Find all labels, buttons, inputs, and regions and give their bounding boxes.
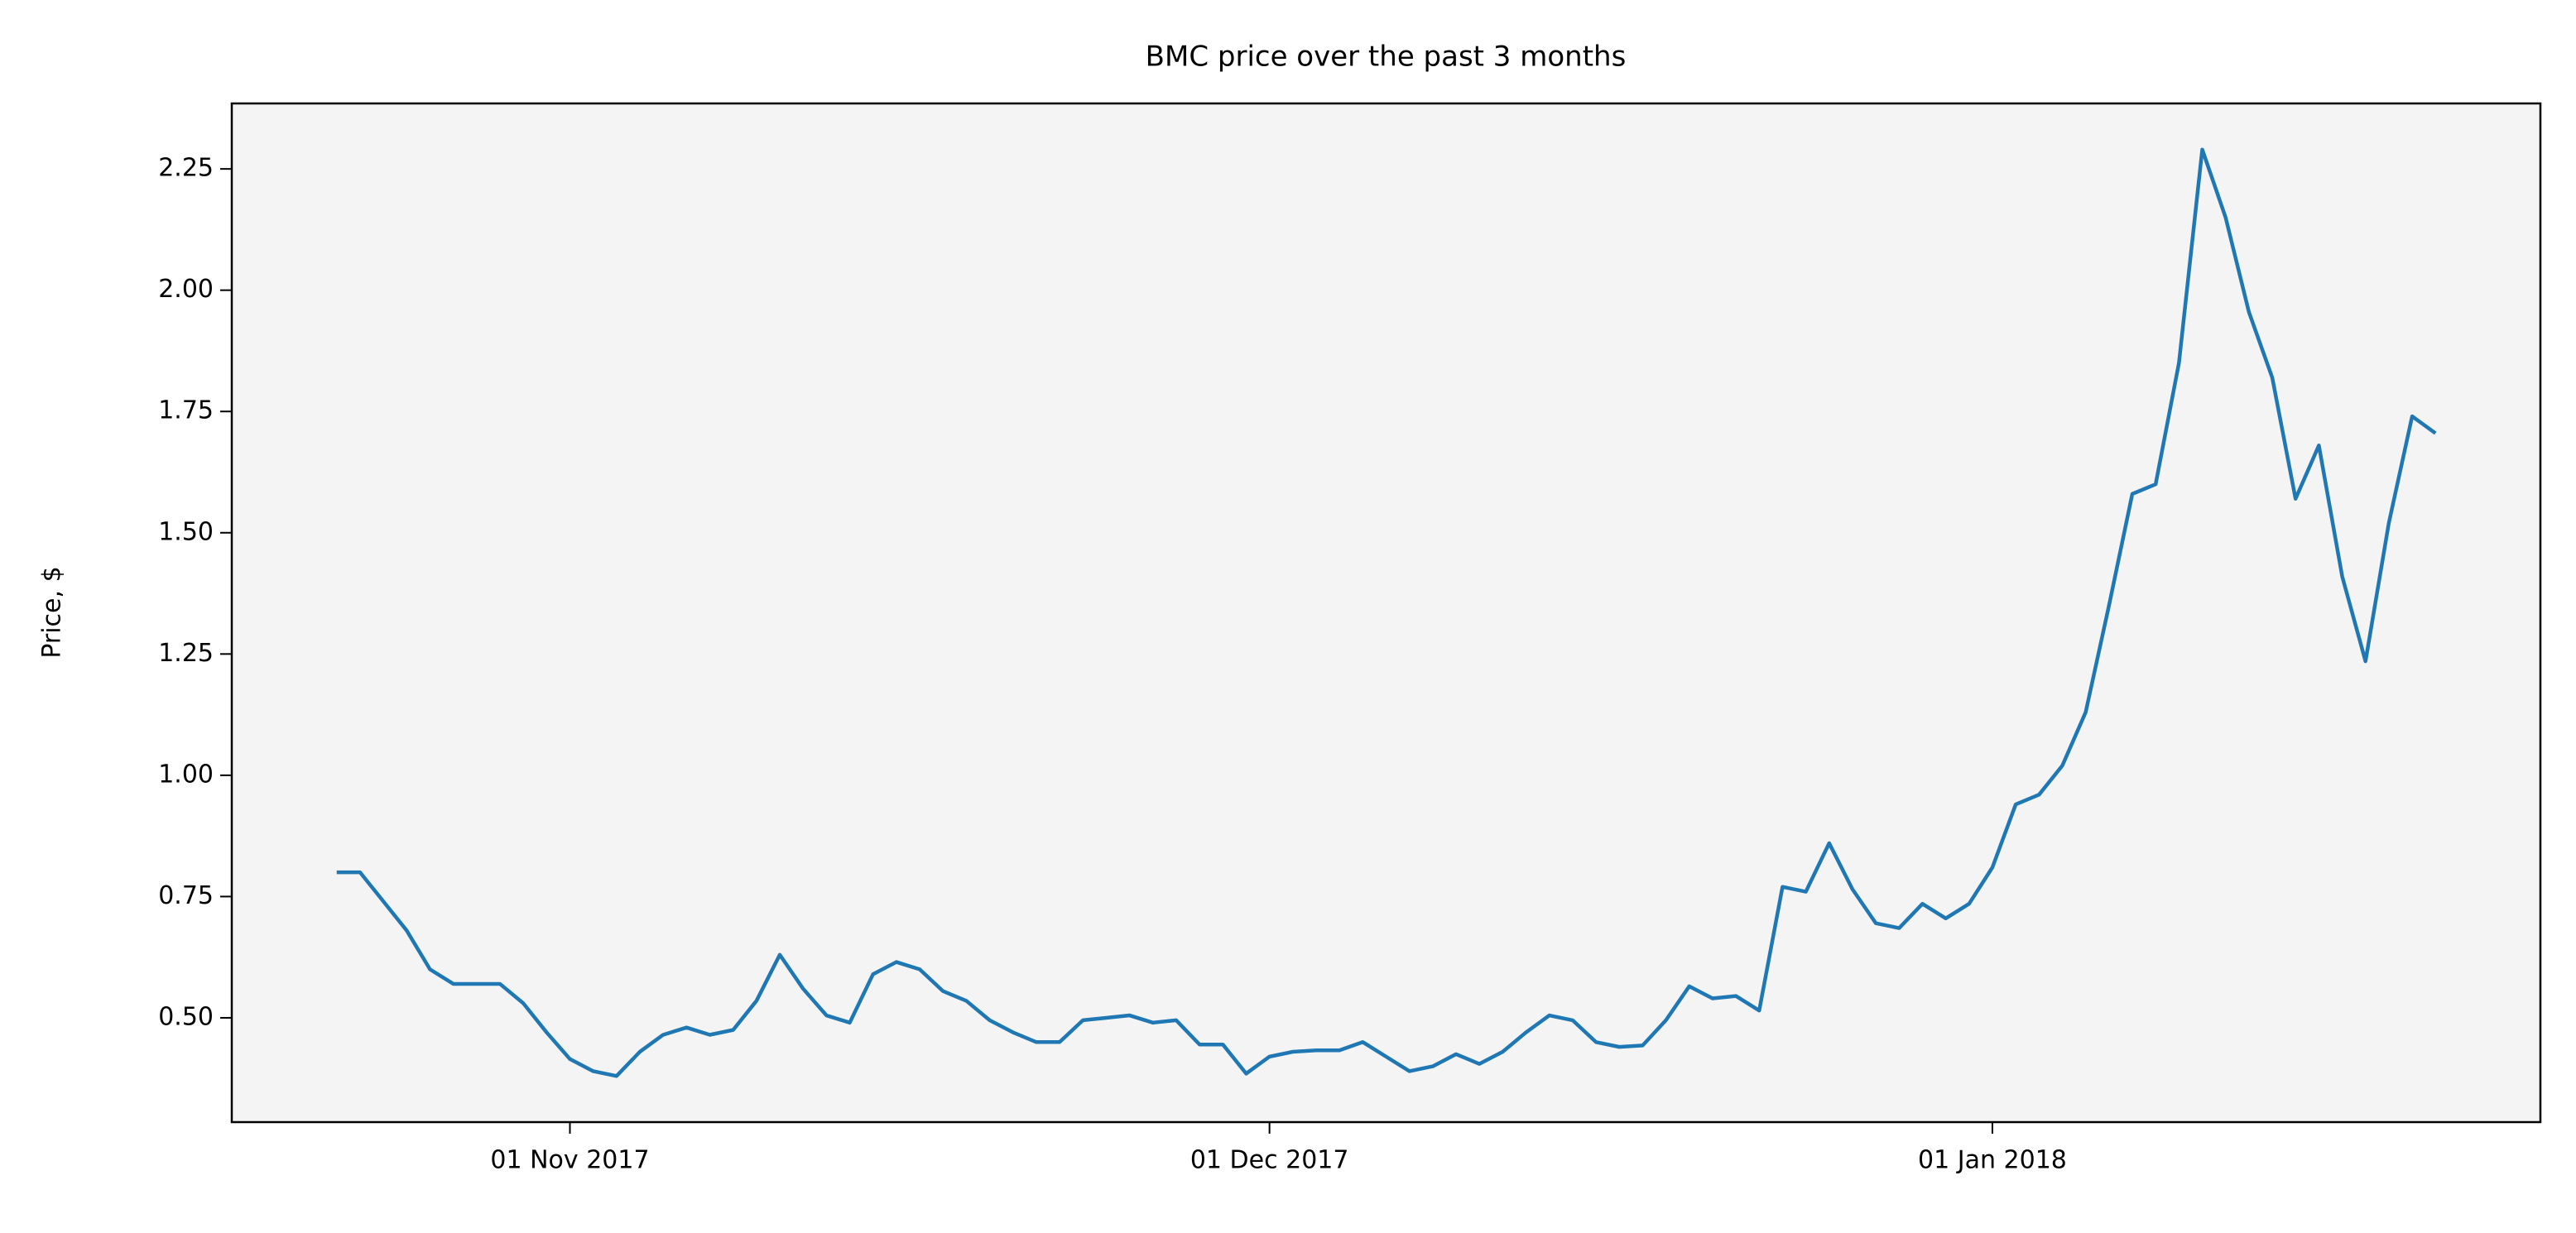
chart-title: BMC price over the past 3 months (1146, 41, 1627, 74)
y-tick-label: 0.50 (158, 1002, 214, 1031)
y-tick-label: 2.25 (158, 154, 214, 183)
y-tick-label: 1.25 (158, 639, 214, 668)
x-tick-label: 01 Dec 2017 (1190, 1146, 1349, 1175)
y-tick-label: 1.50 (158, 517, 214, 546)
y-tick-label: 1.75 (158, 396, 214, 425)
plot-frame (230, 102, 2542, 1124)
y-tick-label: 2.00 (158, 275, 214, 304)
x-tick-label: 01 Jan 2018 (1918, 1146, 2067, 1175)
y-tick-label: 1.00 (158, 760, 214, 789)
price-line (336, 147, 2437, 1078)
x-tick-label: 01 Nov 2017 (490, 1146, 649, 1175)
y-tick-label: 0.75 (158, 881, 214, 910)
plot-background (232, 103, 2540, 1122)
y-axis-label: Price, $ (38, 566, 67, 658)
